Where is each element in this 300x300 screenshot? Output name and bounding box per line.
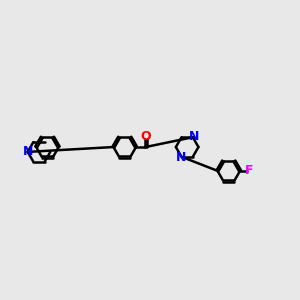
Text: O: O: [140, 130, 151, 143]
Text: F: F: [245, 164, 254, 177]
Text: N: N: [176, 151, 186, 164]
Text: N: N: [22, 146, 33, 158]
Text: N: N: [188, 130, 199, 143]
